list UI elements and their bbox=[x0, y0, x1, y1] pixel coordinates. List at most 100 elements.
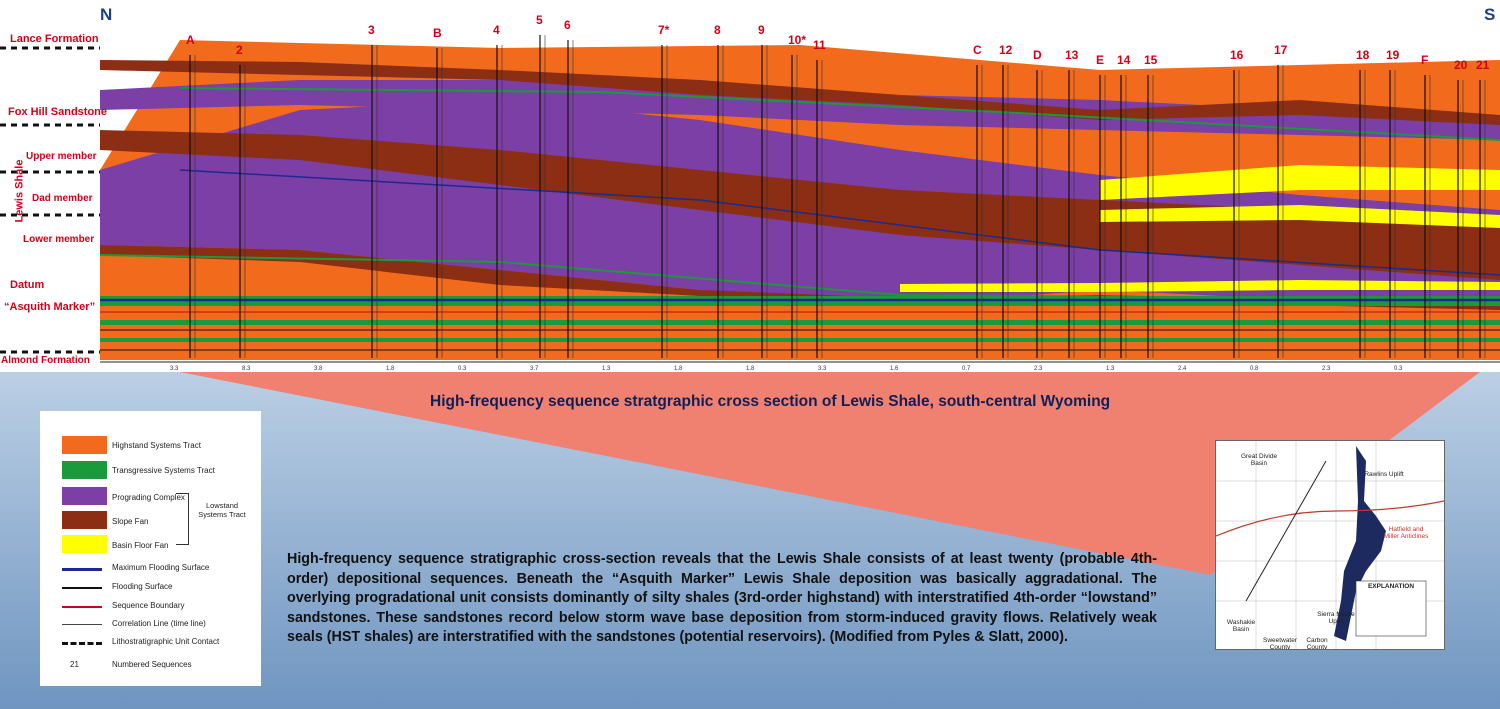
well-label-4: 4 bbox=[493, 23, 500, 37]
well-label-14: 14 bbox=[1117, 53, 1131, 67]
legend-numbered-label: Numbered Sequences bbox=[112, 660, 192, 669]
formation-almond: Almond Formation bbox=[1, 355, 90, 366]
well-label-15: 15 bbox=[1144, 53, 1158, 67]
transgressive-thin-1 bbox=[100, 320, 1500, 325]
well-label-18: 18 bbox=[1356, 48, 1370, 62]
well-label-A: A bbox=[186, 33, 195, 47]
legend-highstand-label: Highstand Systems Tract bbox=[112, 441, 201, 450]
legend-sequence-boundary-label: Sequence Boundary bbox=[112, 601, 185, 610]
well-label-6: 6 bbox=[564, 18, 571, 32]
well-label-20: 20 bbox=[1454, 58, 1468, 72]
well-label-13: 13 bbox=[1065, 48, 1079, 62]
highstand-swatch bbox=[62, 436, 107, 454]
map-label-hatfield: Hatfield and Miller Anticlines bbox=[1383, 526, 1429, 540]
well-label-8: 8 bbox=[714, 23, 721, 37]
description-text: High-frequency sequence stratigraphic cr… bbox=[287, 551, 1157, 645]
formation-fox-hill: Fox Hill Sandstone bbox=[8, 106, 108, 118]
well-spacing-label: 1.6 bbox=[890, 366, 899, 372]
legend-contact-label: Lithostratigraphic Unit Contact bbox=[112, 637, 220, 646]
well-label-19: 19 bbox=[1386, 48, 1400, 62]
well-spacing-label: 0.3 bbox=[458, 366, 467, 372]
well-spacing-label: 2.3 bbox=[1322, 366, 1331, 372]
legend-slope-fan-label: Slope Fan bbox=[112, 517, 149, 526]
flooding-blue-1 bbox=[179, 169, 1500, 276]
slope-fan-upper bbox=[100, 60, 1500, 125]
well-label-7*: 7* bbox=[658, 23, 670, 37]
formation-lower-member: Lower member bbox=[23, 234, 95, 245]
well-spacing-label: 2.4 bbox=[1178, 366, 1187, 372]
well-spacing-label: 8.3 bbox=[242, 366, 251, 372]
south-label: S bbox=[1484, 5, 1496, 24]
well-label-5: 5 bbox=[536, 13, 543, 27]
legend-numbered-value: 21 bbox=[70, 660, 79, 669]
legend-flooding-label: Flooding Surface bbox=[112, 582, 173, 591]
cross-section-graphic: 3.3 8.3 3.8 1.8 0.3 3.7 1.3 1.8 1.8 3.3 1.6 0.7 2.3 1… bbox=[0, 35, 1500, 372]
map-explanation-box bbox=[1355, 580, 1427, 637]
legend-max-flooding-label: Maximum Flooding Surface bbox=[112, 563, 210, 572]
flooding-green-1 bbox=[99, 254, 1500, 301]
formation-lance: Lance Formation bbox=[10, 33, 99, 45]
well-spacing-label: 1.8 bbox=[386, 366, 395, 372]
well-label-F: F bbox=[1421, 53, 1429, 67]
well-spacing-label: 1.8 bbox=[746, 366, 755, 372]
formation-asquith-marker: “Asquith Marker” bbox=[4, 301, 96, 313]
well-spacing-label: 3.3 bbox=[818, 366, 827, 372]
well-label-9: 9 bbox=[758, 23, 765, 37]
section-line bbox=[1245, 460, 1327, 602]
basin-floor-fan-lower bbox=[1100, 205, 1500, 228]
formation-datum: Datum bbox=[10, 279, 45, 291]
lewis-shale-label: Lewis Shale bbox=[13, 159, 26, 223]
well-spacing-label: 0.3 bbox=[1394, 366, 1403, 372]
transgressive-swatch bbox=[62, 461, 107, 479]
formation-upper-member: Upper member bbox=[26, 151, 97, 162]
map-label-rawlins: Rawlins Uplift bbox=[1364, 471, 1404, 478]
well-label-2: 2 bbox=[236, 43, 243, 57]
contact-line-key bbox=[62, 642, 102, 645]
map-label-sierra-madre: Sierra Madre Uplift bbox=[1317, 611, 1355, 625]
legend-basin-floor-fan-label: Basin Floor Fan bbox=[112, 541, 169, 550]
well-spacing-label: 0.7 bbox=[962, 366, 971, 372]
max-flooding-line-key bbox=[62, 568, 102, 571]
prograding-swatch bbox=[62, 487, 107, 505]
map-label-washakie: Washakie Basin bbox=[1226, 619, 1256, 633]
well-label-3: 3 bbox=[368, 23, 375, 37]
formation-dad-member: Dad member bbox=[32, 193, 93, 204]
lowstand-bracket bbox=[176, 493, 189, 545]
legend-correlation-label: Correlation Line (time line) bbox=[112, 619, 206, 628]
well-label-C: C bbox=[973, 43, 982, 57]
slope-fan-middle bbox=[100, 130, 1500, 280]
map-label-sweetwater: Sweetwater County bbox=[1263, 637, 1297, 650]
well-spacing-label: 3.8 bbox=[314, 366, 323, 372]
well-spacing-label: 3.7 bbox=[530, 366, 539, 372]
well-spacing-label: 1.3 bbox=[602, 366, 611, 372]
location-map: Great Divide Basin Washakie Basin Sierra… bbox=[1215, 440, 1445, 650]
well-spacing-label: 1.3 bbox=[1106, 366, 1115, 372]
basin-floor-fan-swatch bbox=[62, 535, 107, 553]
basin-floor-fan-datum bbox=[900, 280, 1500, 292]
flooding-line-key bbox=[62, 587, 102, 589]
well-spacing-label: 0.8 bbox=[1250, 366, 1259, 372]
legend-lowstand-label: Lowstand Systems Tract bbox=[198, 501, 246, 519]
legend-prograding-label: Prograding Complex bbox=[112, 493, 185, 502]
well-spacing-label: 1.8 bbox=[674, 366, 683, 372]
correlation-line-key bbox=[62, 624, 102, 625]
flooding-green-2 bbox=[179, 87, 1500, 141]
basin-floor-fan-upper bbox=[1100, 165, 1500, 200]
map-label-carbon: Carbon County bbox=[1306, 637, 1328, 650]
well-spacing-label: 3.3 bbox=[170, 366, 179, 372]
section-caption: High-frequency sequence stratgraphic cro… bbox=[430, 393, 1111, 410]
well-label-E: E bbox=[1096, 53, 1105, 67]
map-label-explanation: EXPLANATION bbox=[1367, 583, 1415, 590]
well-label-16: 16 bbox=[1230, 48, 1244, 62]
well-label-21: 21 bbox=[1476, 58, 1490, 72]
well-label-17: 17 bbox=[1274, 43, 1288, 57]
well-label-11: 11 bbox=[813, 38, 826, 52]
north-label: N bbox=[100, 5, 113, 24]
legend: Highstand Systems Tract Transgressive Sy… bbox=[40, 411, 261, 686]
legend-transgressive-label: Transgressive Systems Tract bbox=[112, 466, 215, 475]
cross-section: 3.3 8.3 3.8 1.8 0.3 3.7 1.3 1.8 1.8 3.3 1.6 0.7 2.3 1… bbox=[0, 5, 1500, 372]
transgressive-thin-2 bbox=[100, 338, 1500, 342]
well-label-10*: 10* bbox=[788, 33, 807, 47]
sequence-boundary-line-key bbox=[62, 606, 102, 608]
well-label-12: 12 bbox=[999, 43, 1013, 57]
